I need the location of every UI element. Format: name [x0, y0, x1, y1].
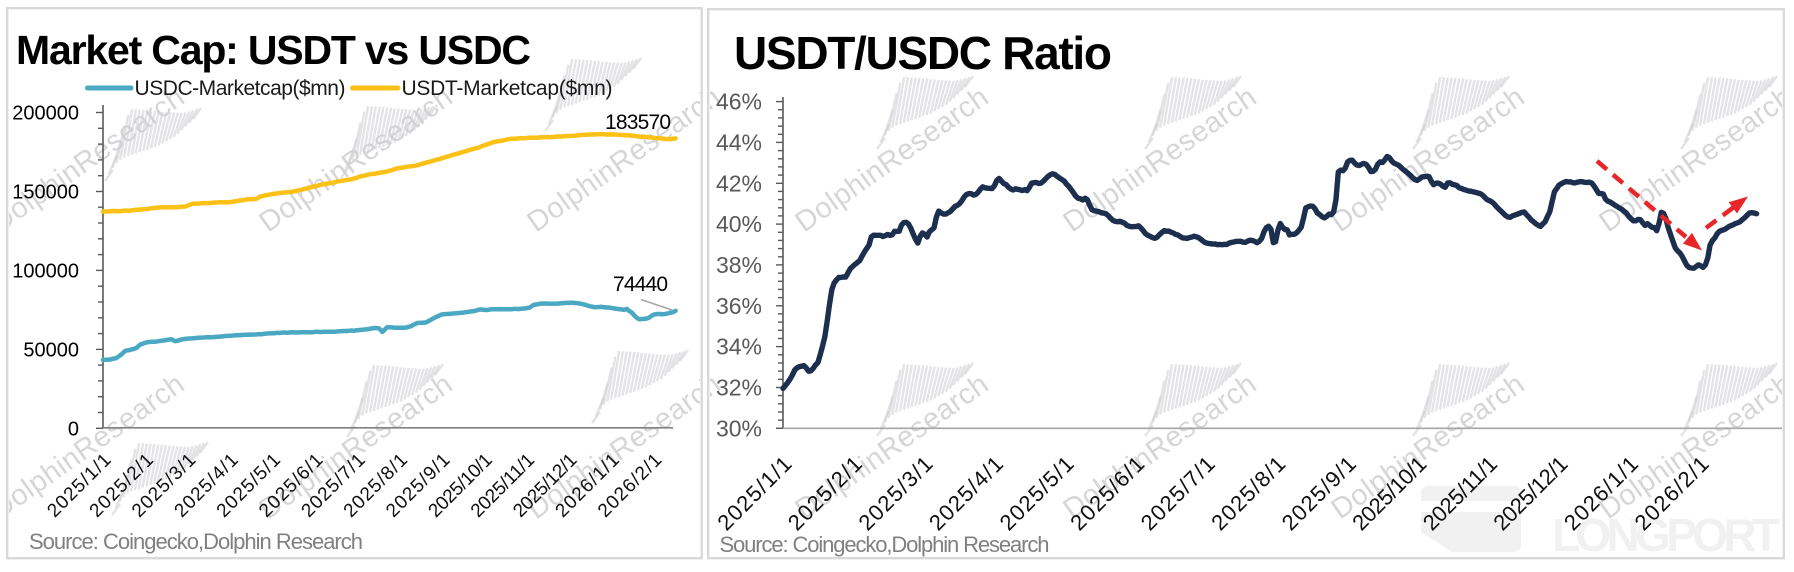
svg-text:150000: 150000	[12, 181, 79, 203]
svg-text:30%: 30%	[716, 415, 762, 441]
svg-text:200000: 200000	[12, 103, 79, 125]
svg-text:Market Cap: USDT vs USDC: Market Cap: USDT vs USDC	[16, 27, 531, 73]
svg-text:100000: 100000	[12, 260, 79, 282]
svg-text:46%: 46%	[716, 89, 762, 115]
svg-text:USDT-Marketcap($mn): USDT-Marketcap($mn)	[402, 77, 613, 100]
svg-text:LONGPORT: LONGPORT	[1552, 509, 1780, 561]
svg-text:USDT/USDC Ratio: USDT/USDC Ratio	[734, 27, 1112, 79]
svg-text:38%: 38%	[716, 252, 762, 278]
svg-text:183570: 183570	[605, 111, 671, 134]
svg-text:0: 0	[68, 418, 79, 440]
svg-text:Source: Coingecko,Dolphin Rese: Source: Coingecko,Dolphin Research	[29, 529, 363, 554]
svg-text:34%: 34%	[716, 334, 762, 360]
svg-text:42%: 42%	[716, 170, 762, 196]
svg-text:74440: 74440	[613, 273, 668, 296]
svg-text:50000: 50000	[23, 339, 79, 361]
svg-text:Source: Coingecko,Dolphin Rese: Source: Coingecko,Dolphin Research	[720, 532, 1050, 557]
svg-text:USDC-Marketcap($mn): USDC-Marketcap($mn)	[135, 77, 346, 100]
svg-text:32%: 32%	[716, 375, 762, 401]
svg-text:40%: 40%	[716, 211, 762, 237]
svg-text:44%: 44%	[716, 129, 762, 155]
svg-text:36%: 36%	[716, 293, 762, 319]
